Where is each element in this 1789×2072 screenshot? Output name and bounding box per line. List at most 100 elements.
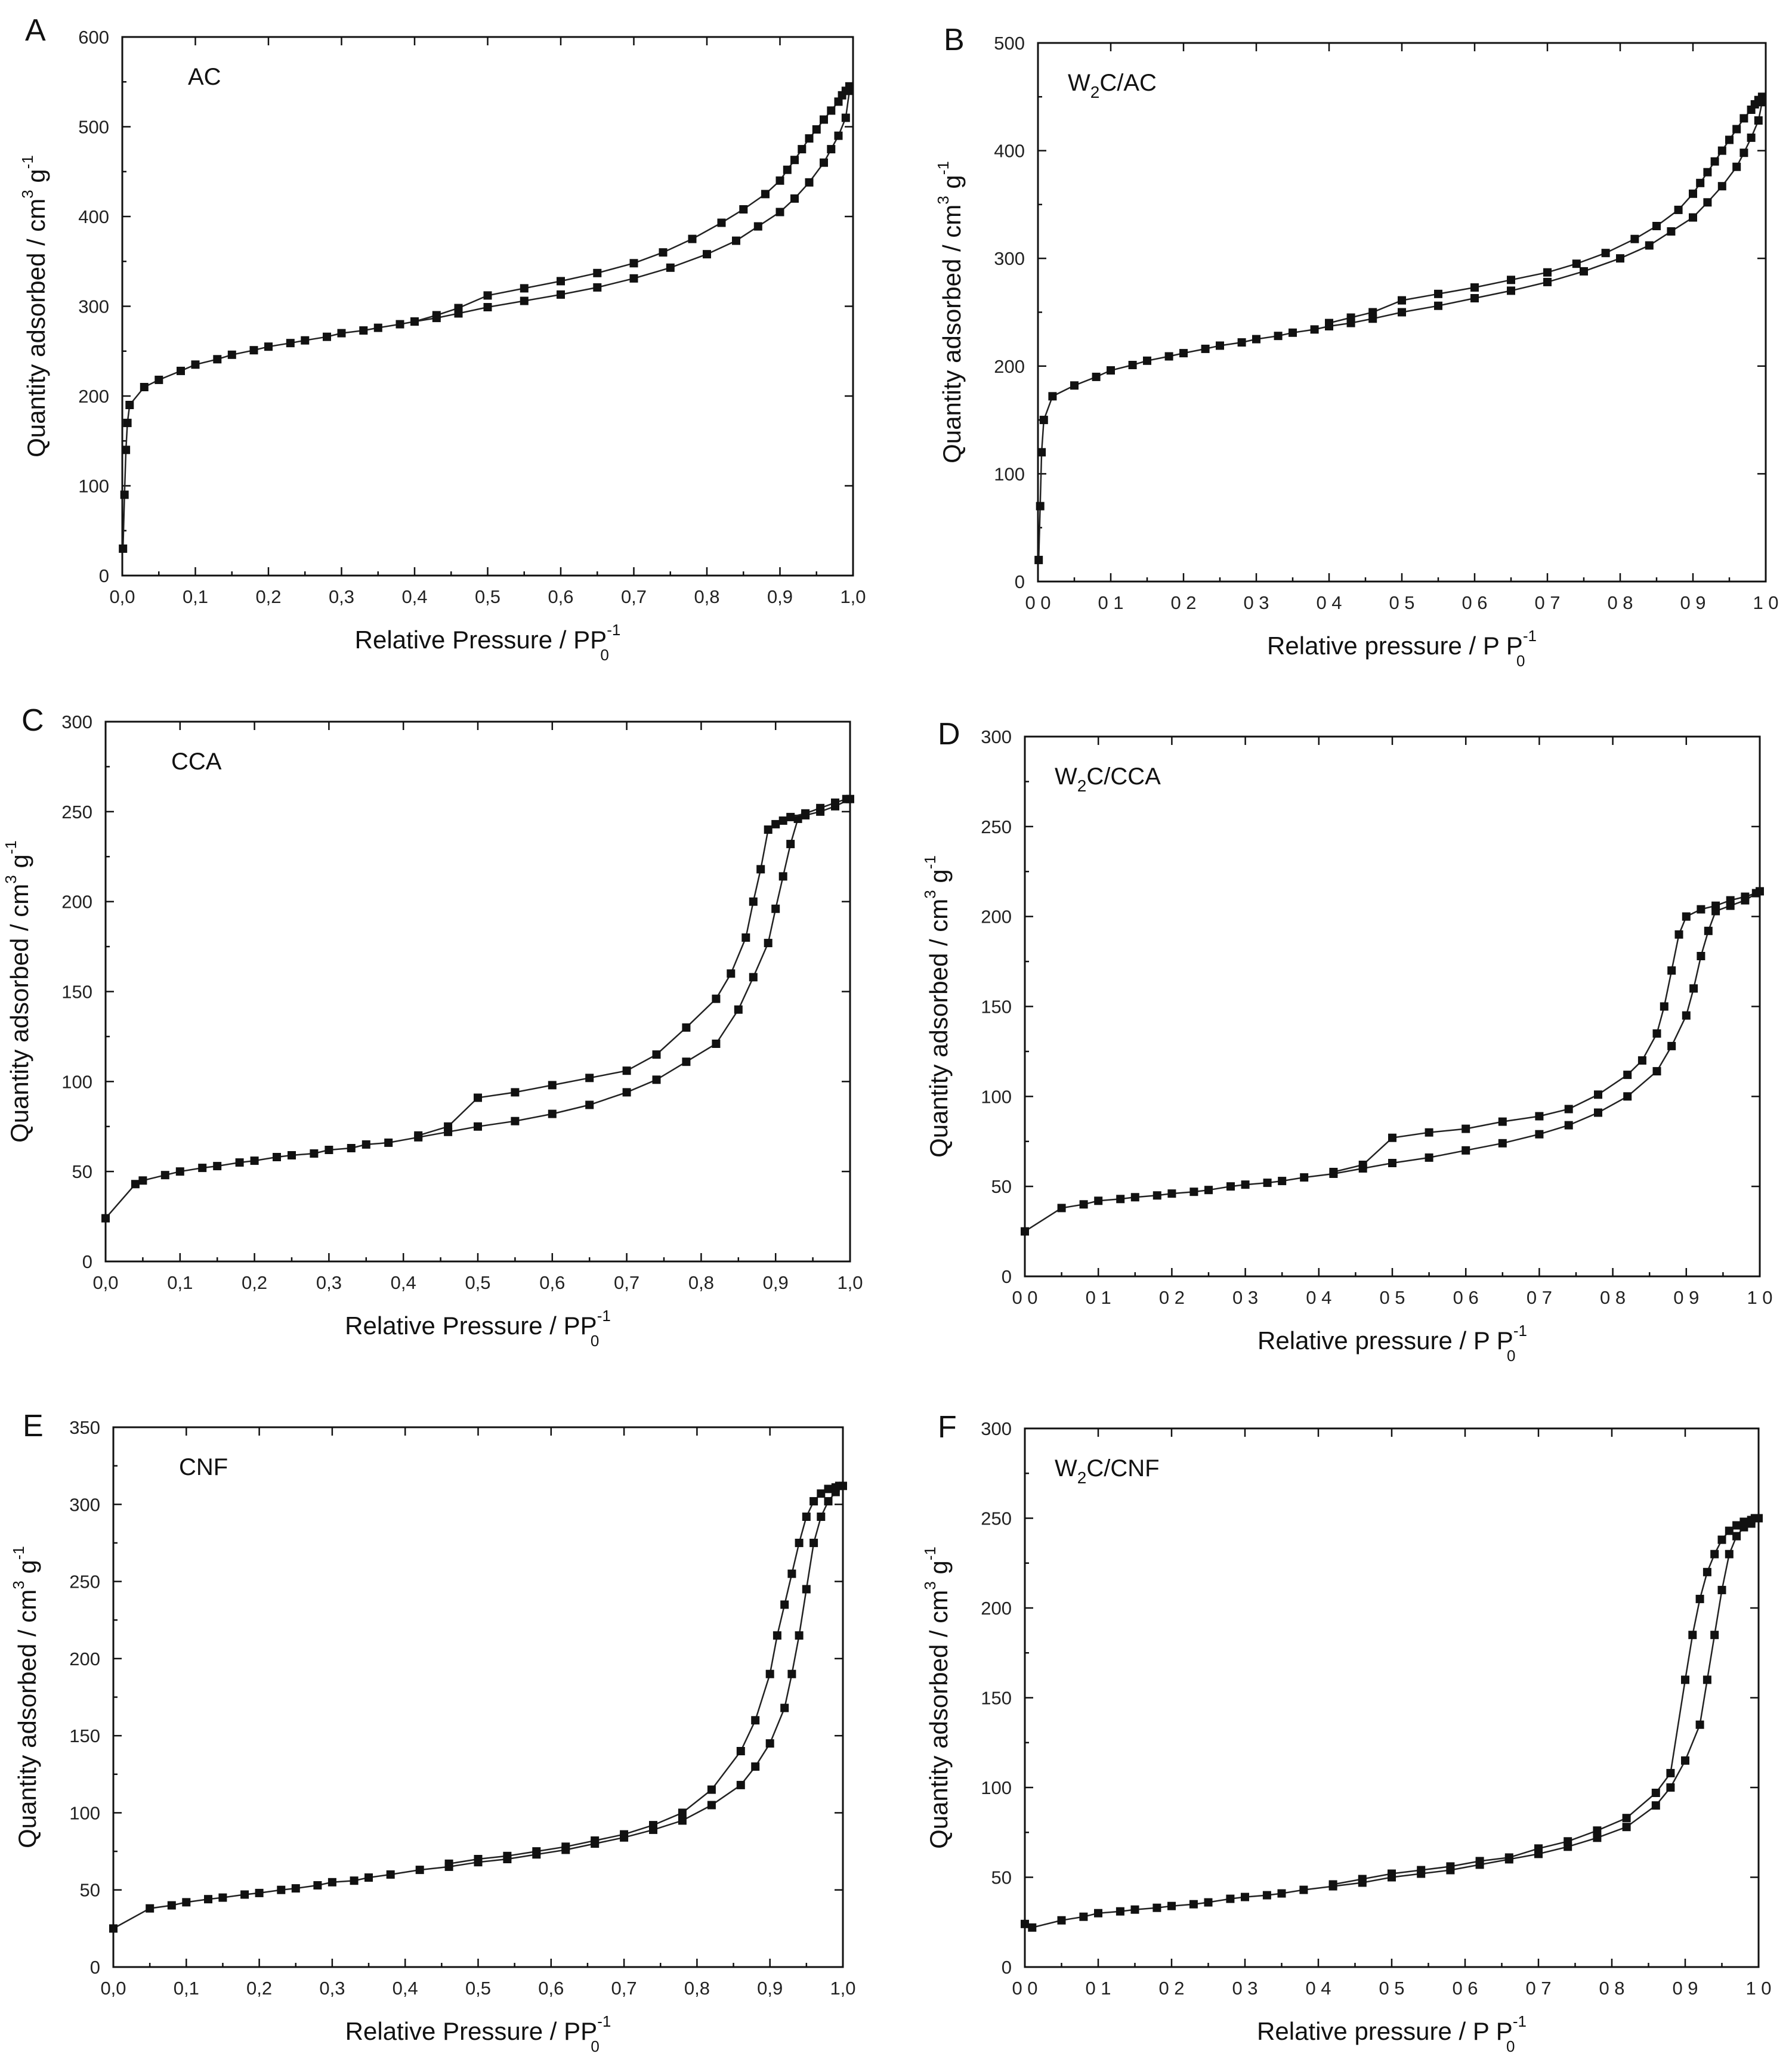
adsorption-point: [795, 1631, 804, 1640]
desorption-point: [727, 969, 736, 978]
x-tick-label: 0 3: [1232, 1287, 1258, 1308]
adsorption-point: [707, 1801, 716, 1810]
adsorption-point: [703, 250, 711, 259]
desorption-point: [717, 218, 726, 227]
adsorption-point: [125, 401, 134, 409]
x-tick-label: 1,0: [830, 1978, 855, 1999]
desorption-curve: [418, 798, 847, 1136]
adsorption-point: [347, 1144, 356, 1152]
desorption-point: [831, 1483, 840, 1492]
desorption-point: [707, 1785, 716, 1794]
x-tick-label: 0,2: [255, 586, 281, 607]
y-tick-label: 300: [994, 248, 1025, 269]
adsorption-point: [1651, 1801, 1660, 1810]
adsorption-point: [396, 320, 404, 329]
desorption-point: [1682, 912, 1691, 921]
y-tick-label: 400: [994, 141, 1025, 162]
desorption-point: [831, 798, 839, 807]
adsorption-point: [1167, 1189, 1176, 1198]
adsorption-point: [175, 1167, 184, 1176]
adsorption-point: [1434, 301, 1442, 310]
x-tick-label: 0,7: [611, 1978, 637, 1999]
adsorption-point: [1299, 1885, 1308, 1894]
adsorption-point: [250, 1156, 259, 1165]
panel-e: E CNF 0,0 0,1 0,2 0,3 0,4 0,5 0,6 0,7 0,8 0,9 1,0 0 50…: [10, 1409, 856, 2055]
adsorption-point: [474, 1122, 482, 1131]
adsorption-point: [350, 1876, 359, 1885]
desorption-point: [520, 284, 529, 293]
desorption-point: [842, 794, 851, 803]
adsorption-point: [1717, 182, 1726, 191]
x-tick-label: 0 5: [1379, 1978, 1404, 1999]
x-tick-label: 0,2: [242, 1272, 267, 1293]
y-axis-title: Quantity adsorbed / cm3 g-1: [921, 1547, 953, 1849]
adsorption-point: [1057, 1916, 1066, 1925]
adsorption-point: [1226, 1182, 1235, 1191]
desorption-point: [410, 317, 419, 326]
x-tick-label: 1 0: [1753, 592, 1778, 613]
y-tick-label: 200: [994, 356, 1025, 377]
x-tick-label: 0 1: [1085, 1978, 1111, 1999]
desorption-point: [802, 1513, 811, 1521]
adsorption-point: [1252, 335, 1260, 344]
desorption-point: [812, 125, 821, 134]
adsorption-point: [1754, 116, 1763, 125]
adsorption-point: [182, 1898, 191, 1907]
y-tick-label: 500: [994, 33, 1025, 54]
adsorption-point: [1703, 1675, 1711, 1684]
adsorption-point: [1388, 1159, 1396, 1167]
adsorption-point: [1732, 1532, 1741, 1541]
adsorption-point: [1153, 1903, 1161, 1912]
desorption-point: [511, 1088, 520, 1097]
adsorption-point: [732, 236, 740, 245]
adsorption-point: [1725, 1550, 1734, 1558]
desorption-point: [805, 134, 814, 143]
y-tick-label: 250: [981, 817, 1012, 837]
adsorption-point: [1277, 1889, 1286, 1898]
desorption-point: [1630, 234, 1639, 243]
adsorption-point: [520, 296, 529, 305]
desorption-point: [1534, 1844, 1543, 1853]
adsorption-point: [1167, 1901, 1176, 1910]
adsorption-curve: [1037, 102, 1763, 560]
adsorption-point: [1204, 1186, 1213, 1195]
x-axis-title: Relative pressure / P P-1 0: [1267, 627, 1537, 670]
x-tick-label: 0,5: [465, 1272, 490, 1293]
desorption-point: [1417, 1866, 1426, 1875]
x-tick-label: 0 2: [1158, 1978, 1184, 1999]
adsorption-point: [511, 1117, 520, 1125]
adsorption-point: [1021, 1227, 1029, 1236]
panel-letter: F: [938, 1410, 957, 1445]
adsorption-point: [1164, 352, 1173, 361]
desorption-point: [1674, 205, 1683, 214]
y-tick-label: 100: [69, 1802, 100, 1823]
y-tick-label: 200: [78, 386, 109, 407]
desorption-point: [474, 1855, 483, 1863]
x-tick-label: 0,1: [174, 1978, 199, 1999]
adsorption-point: [827, 145, 836, 154]
x-tick-label: 0 3: [1243, 592, 1269, 613]
y-axis-title: Quantity adsorbed / cm3 g-1: [2, 840, 33, 1143]
adsorption-point: [227, 350, 236, 359]
y-tick-label: 350: [69, 1417, 100, 1438]
y-tick-label: 200: [981, 907, 1012, 927]
x-tick-label: 0,0: [109, 586, 135, 607]
y-axis-title: Quantity adsorbed / cm3 g-1: [18, 155, 50, 457]
adsorption-point: [386, 1870, 395, 1879]
y-tick-label: 150: [61, 982, 92, 1003]
adsorption-point: [122, 446, 131, 454]
adsorption-point: [119, 544, 128, 553]
adsorption-point: [177, 366, 185, 375]
x-tick-label: 0,0: [92, 1272, 118, 1293]
adsorption-point: [1622, 1823, 1631, 1832]
desorption-point: [620, 1830, 629, 1839]
desorption-point: [1652, 1029, 1661, 1038]
desorption-point: [629, 259, 638, 268]
adsorption-curve: [1024, 1517, 1759, 1929]
desorption-point: [682, 1023, 691, 1032]
panel-d: D W2C/CCA 0 0 0 1 0 2 0 3 0 4 0 5 0 6 0 7 0 8 0 9 1 …: [921, 717, 1773, 1365]
x-tick-label: 0,5: [475, 586, 500, 607]
adsorption-point: [327, 1878, 336, 1887]
adsorption-point: [160, 1171, 169, 1180]
desorption-point: [795, 1538, 804, 1547]
